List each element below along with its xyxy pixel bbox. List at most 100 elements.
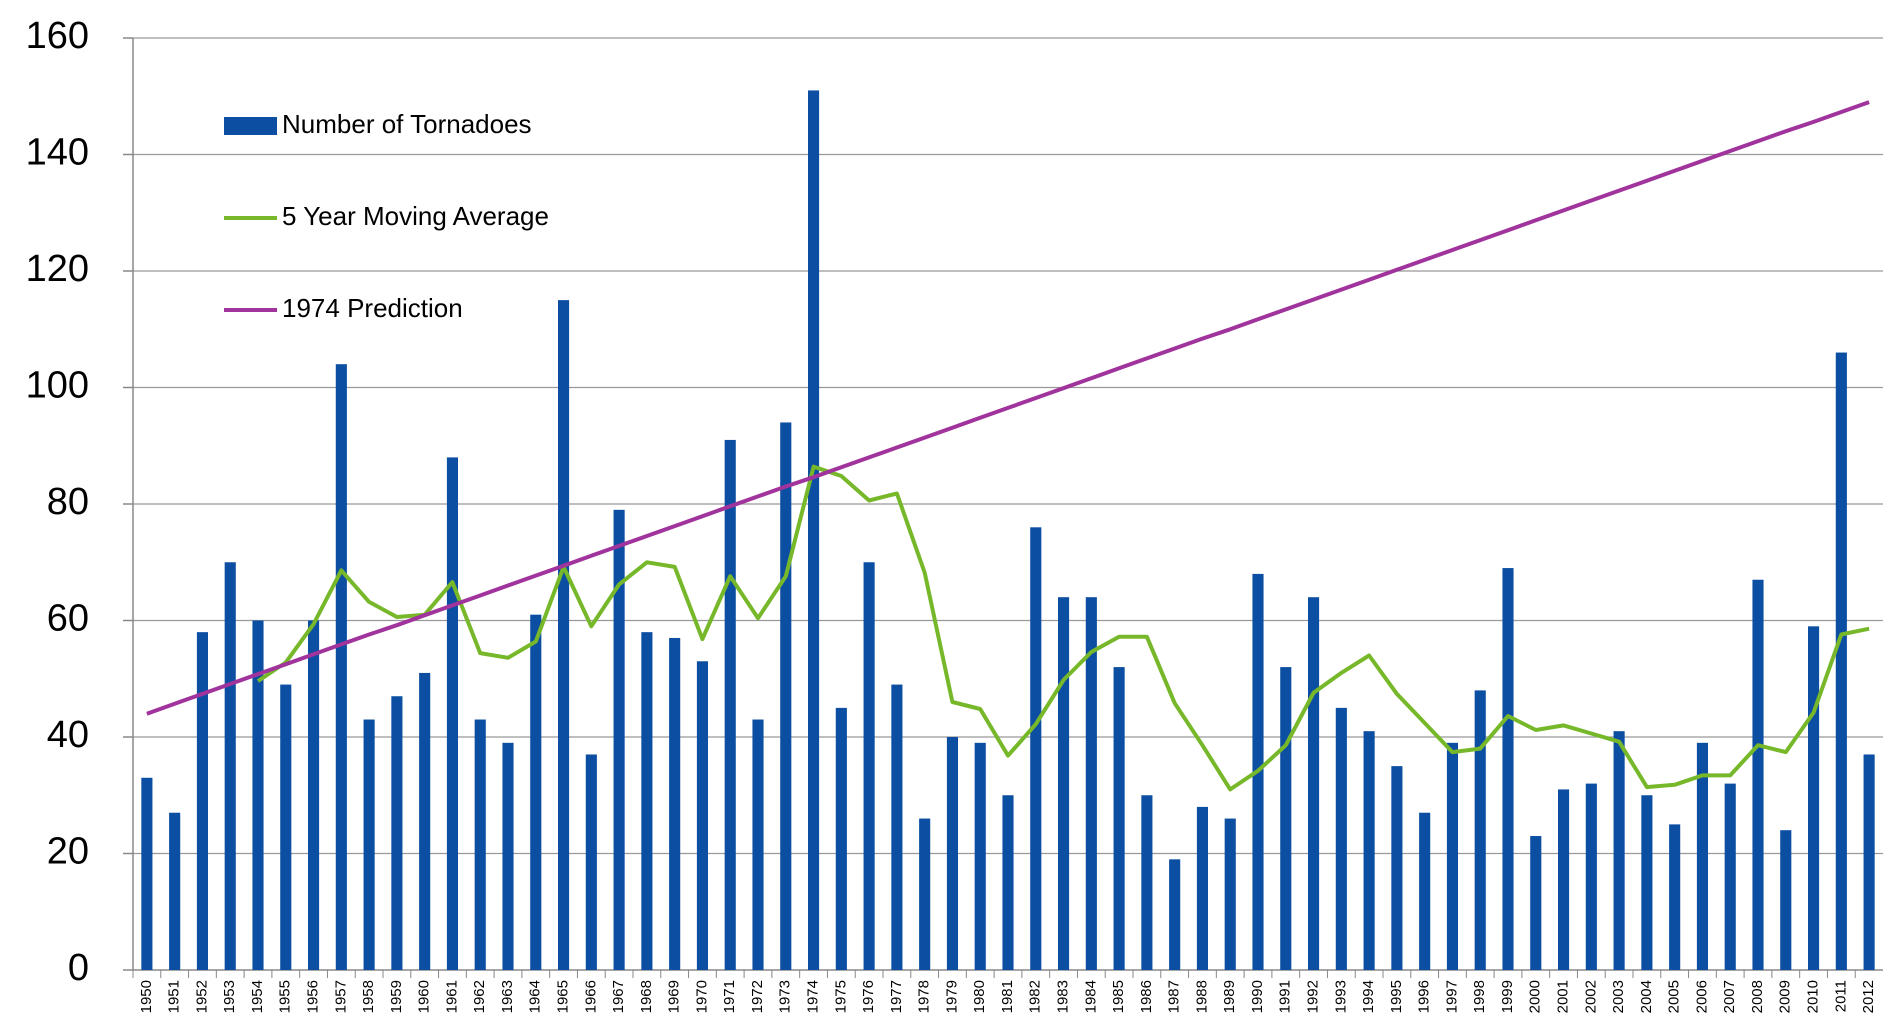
x-tick-label: 1984 — [1082, 980, 1099, 1013]
x-tick-label: 1975 — [832, 980, 849, 1013]
bar — [1558, 789, 1570, 970]
bar — [308, 620, 320, 970]
x-tick-label: 2009 — [1777, 980, 1794, 1013]
x-tick-label: 2004 — [1638, 980, 1655, 1013]
x-tick-label: 1981 — [999, 980, 1016, 1013]
bar — [1113, 667, 1125, 970]
bar — [724, 439, 736, 970]
y-tick-label: 20 — [47, 831, 89, 873]
x-tick-label: 1966 — [582, 980, 599, 1013]
y-tick-label: 120 — [26, 248, 89, 290]
bar — [752, 719, 764, 970]
x-tick-label: 1999 — [1499, 980, 1516, 1013]
x-tick-label: 1995 — [1388, 980, 1405, 1013]
bar — [1585, 783, 1597, 970]
bar — [1752, 579, 1764, 970]
bar — [613, 509, 625, 970]
y-tick-label: 100 — [26, 365, 89, 407]
x-tick-label: 1959 — [388, 980, 405, 1013]
legend-swatch — [224, 117, 277, 135]
bar — [335, 364, 347, 970]
bar — [1419, 812, 1431, 970]
x-tick-label: 1969 — [666, 980, 683, 1013]
bar — [1863, 754, 1875, 970]
bar — [808, 90, 820, 971]
x-tick-label: 1991 — [1277, 980, 1294, 1013]
bar — [946, 737, 958, 970]
line — [146, 100, 1870, 716]
y-tick-label: 0 — [68, 947, 89, 989]
x-tick-label: 2005 — [1666, 980, 1683, 1013]
bar — [1058, 597, 1070, 970]
x-tick-label: 1988 — [1193, 980, 1210, 1013]
x-tick-label: 1994 — [1360, 980, 1377, 1013]
x-tick-label: 1953 — [221, 980, 238, 1013]
bar — [1474, 690, 1486, 970]
bar — [169, 812, 181, 970]
bar — [1669, 824, 1681, 970]
x-tick-label: 2007 — [1721, 980, 1738, 1013]
y-tick-label: 160 — [26, 15, 89, 57]
bar — [1085, 597, 1097, 970]
bar — [863, 562, 875, 970]
x-tick-label: 1951 — [166, 980, 183, 1013]
bar — [1169, 859, 1181, 970]
x-tick-label: 2012 — [1860, 980, 1877, 1013]
x-tick-label: 2008 — [1749, 980, 1766, 1013]
bar — [891, 684, 903, 970]
bar — [1835, 352, 1847, 970]
x-tick-label: 1963 — [499, 980, 516, 1013]
bar — [1780, 830, 1792, 970]
bar — [1030, 527, 1042, 970]
line — [256, 464, 1870, 792]
bar — [1196, 806, 1208, 970]
x-tick-label: 1980 — [971, 980, 988, 1013]
x-tick-label: 1970 — [693, 980, 710, 1013]
bar — [1308, 597, 1320, 970]
x-tick-label: 1973 — [777, 980, 794, 1013]
x-tick-label: 1996 — [1416, 980, 1433, 1013]
bar — [1696, 742, 1708, 970]
legend-label: Number of Tornadoes — [282, 109, 532, 139]
x-tick-label: 1989 — [1221, 980, 1238, 1013]
x-tick-label: 1977 — [888, 980, 905, 1013]
bar — [1446, 742, 1458, 970]
bar — [1363, 731, 1375, 970]
bar — [280, 684, 292, 970]
y-tick-label: 80 — [47, 481, 89, 523]
bar — [1502, 568, 1514, 970]
bar — [1613, 731, 1625, 970]
legend-label: 1974 Prediction — [282, 293, 463, 323]
x-tick-label: 1952 — [193, 980, 210, 1013]
bar — [585, 754, 597, 970]
x-tick-label: 1998 — [1471, 980, 1488, 1013]
x-tick-label: 1967 — [610, 980, 627, 1013]
x-tick-label: 1987 — [1166, 980, 1183, 1013]
bar — [530, 614, 542, 970]
bar — [474, 719, 486, 970]
bar — [363, 719, 375, 970]
x-tick-label: 2002 — [1582, 980, 1599, 1013]
x-tick-label: 2000 — [1527, 980, 1544, 1013]
x-tick-label: 1976 — [860, 980, 877, 1013]
bar — [1141, 795, 1153, 970]
bar — [224, 562, 236, 970]
x-tick-label: 1962 — [471, 980, 488, 1013]
x-tick-label: 1972 — [749, 980, 766, 1013]
x-tick-label: 1992 — [1305, 980, 1322, 1013]
bar — [1224, 818, 1236, 970]
x-tick-label: 2003 — [1610, 980, 1627, 1013]
bar — [1724, 783, 1736, 970]
y-tick-label: 140 — [26, 132, 89, 174]
x-tick-label: 1964 — [527, 980, 544, 1013]
x-tick-label: 2006 — [1693, 980, 1710, 1013]
x-tick-label: 1956 — [305, 980, 322, 1013]
x-tick-label: 1979 — [943, 980, 960, 1013]
x-tick-label: 1968 — [638, 980, 655, 1013]
bar — [1641, 795, 1653, 970]
x-tick-label: 1960 — [416, 980, 433, 1013]
bar — [446, 457, 458, 970]
x-tick-label: 1961 — [443, 980, 460, 1013]
x-tick-label: 1993 — [1332, 980, 1349, 1013]
x-tick-label: 1950 — [138, 980, 155, 1013]
